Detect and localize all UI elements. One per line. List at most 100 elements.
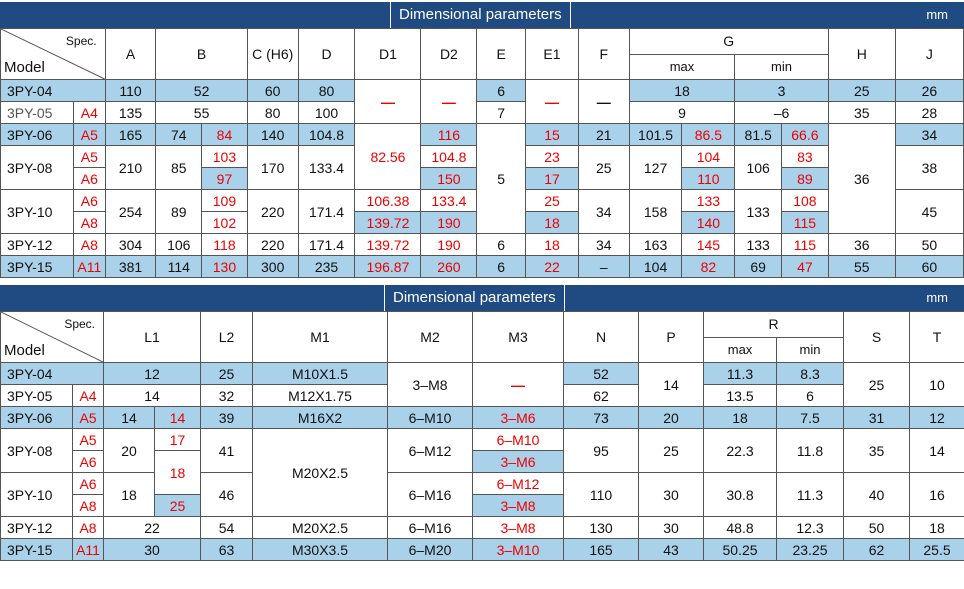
cell-l2: 63 (201, 539, 253, 561)
cell-d2: 116 (421, 124, 477, 146)
cell-g-max-1: 163 (629, 234, 682, 256)
col-header-e1: E1 (526, 29, 579, 80)
cell-a: 381 (105, 256, 156, 278)
cell-b: 55 (156, 102, 247, 124)
cell-g-min-2: 108 (782, 190, 829, 212)
cell-b2: 103 (202, 146, 248, 168)
cell-h: 36 (828, 124, 895, 234)
cell-n: 73 (564, 407, 639, 429)
cell-g-min-2: 115 (782, 212, 829, 234)
col-header-a: A (105, 29, 156, 80)
model-cell: 3PY-06 (1, 124, 74, 146)
cell-p: 30 (639, 517, 704, 539)
code-cell: A8 (74, 234, 105, 256)
model-cell: 3PY-15 (1, 539, 73, 561)
cell-b2: 102 (202, 212, 248, 234)
cell-e1: 23 (526, 146, 579, 168)
cell-g-min: 3 (735, 80, 828, 102)
panel-title-1: Dimensional parameters (390, 2, 571, 28)
code-cell: A8 (73, 495, 104, 517)
code-cell: A6 (74, 168, 105, 190)
cell-b: 52 (156, 80, 247, 102)
unit-label-2: mm (926, 285, 948, 311)
cell-h: 25 (828, 80, 895, 102)
cell-c: 220 (247, 190, 298, 234)
cell-t: 10 (910, 363, 964, 407)
cell-f: 34 (578, 234, 629, 256)
cell-f: 21 (578, 124, 629, 146)
cell-r-max: 18 (704, 407, 777, 429)
cell-a: 210 (105, 146, 156, 190)
cell-g-max-2: 110 (682, 168, 735, 190)
cell-r-min: 23.25 (777, 539, 844, 561)
code-cell: A11 (74, 256, 105, 278)
cell-d2: 260 (421, 256, 477, 278)
code-cell: A4 (73, 385, 104, 407)
cell-m3: 3–M6 (473, 407, 564, 429)
spec-label: Spec. (64, 315, 95, 333)
col-header-p: P (639, 312, 704, 363)
cell-a: 165 (105, 124, 156, 146)
cell-p: 25 (639, 429, 704, 473)
col-header-m2: M2 (388, 312, 473, 363)
table-row: 3PY-15 A11 30 63 M30X3.5 6–M20 3–M10 165… (1, 539, 964, 561)
col-header-l1: L1 (104, 312, 201, 363)
cell-l1: 12 (104, 363, 201, 385)
code-cell: A5 (74, 124, 105, 146)
cell-d: 80 (298, 80, 355, 102)
model-cell: 3PY-15 (1, 256, 74, 278)
cell-l1a: 20 (104, 429, 155, 473)
table-row: 3PY-06 A5 165 74 84 140 104.8 82.56 116 … (1, 124, 964, 146)
cell-s: 35 (844, 429, 910, 473)
cell-c: 170 (247, 146, 298, 190)
cell-e: 6 (477, 256, 526, 278)
cell-t: 16 (910, 473, 964, 517)
cell-t: 14 (910, 429, 964, 473)
cell-e1: 18 (526, 234, 579, 256)
cell-s: 62 (844, 539, 910, 561)
code-cell: A11 (73, 539, 104, 561)
cell-n: 165 (564, 539, 639, 561)
model-label: Model (4, 59, 45, 77)
col-header-c: C (H6) (247, 29, 298, 80)
cell-d: 100 (298, 102, 355, 124)
table-row: 3PY-15 A11 381 114 130 300 235 196.87 26… (1, 256, 964, 278)
code-cell: A6 (74, 190, 105, 212)
dimensions-panel-1: Dimensional parameters mm Spec. Model A … (0, 2, 964, 278)
col-header-g-max: max (629, 54, 735, 80)
cell-d: 235 (298, 256, 355, 278)
cell-m3: 3–M8 (473, 495, 564, 517)
cell-g-max-2: 86.5 (682, 124, 735, 146)
cell-c: 80 (247, 102, 298, 124)
cell-m1: M10X1.5 (253, 363, 388, 385)
code-cell: A6 (73, 473, 104, 495)
cell-b2: 130 (202, 256, 248, 278)
model-cell: 3PY-12 (1, 517, 73, 539)
cell-m2: 6–M12 (388, 429, 473, 473)
cell-d2: 133.4 (421, 190, 477, 212)
cell-b2: 97 (202, 168, 248, 190)
cell-a: 135 (105, 102, 156, 124)
cell-a: 110 (105, 80, 156, 102)
cell-r-min: 6 (777, 385, 844, 407)
cell-l1b: 14 (155, 407, 201, 429)
cell-h: 55 (828, 256, 895, 278)
cell-n: 130 (564, 517, 639, 539)
cell-h: 36 (828, 234, 895, 256)
col-header-s: S (844, 312, 910, 363)
model-cell: 3PY-05 (1, 102, 74, 124)
cell-n: 95 (564, 429, 639, 473)
cell-g-max: 18 (629, 80, 735, 102)
col-header-l2: L2 (201, 312, 253, 363)
col-header-r-max: max (704, 337, 777, 363)
cell-g-min-2: 47 (782, 256, 829, 278)
unit-label-1: mm (926, 2, 948, 28)
col-header-m3: M3 (473, 312, 564, 363)
cell-r-max: 50.25 (704, 539, 777, 561)
cell-n: 52 (564, 363, 639, 385)
cell-b1: 85 (156, 146, 202, 190)
cell-d2: 190 (421, 234, 477, 256)
cell-r-min: 7.5 (777, 407, 844, 429)
cell-g-min-2: 115 (782, 234, 829, 256)
cell-g-max-1: 104 (629, 256, 682, 278)
